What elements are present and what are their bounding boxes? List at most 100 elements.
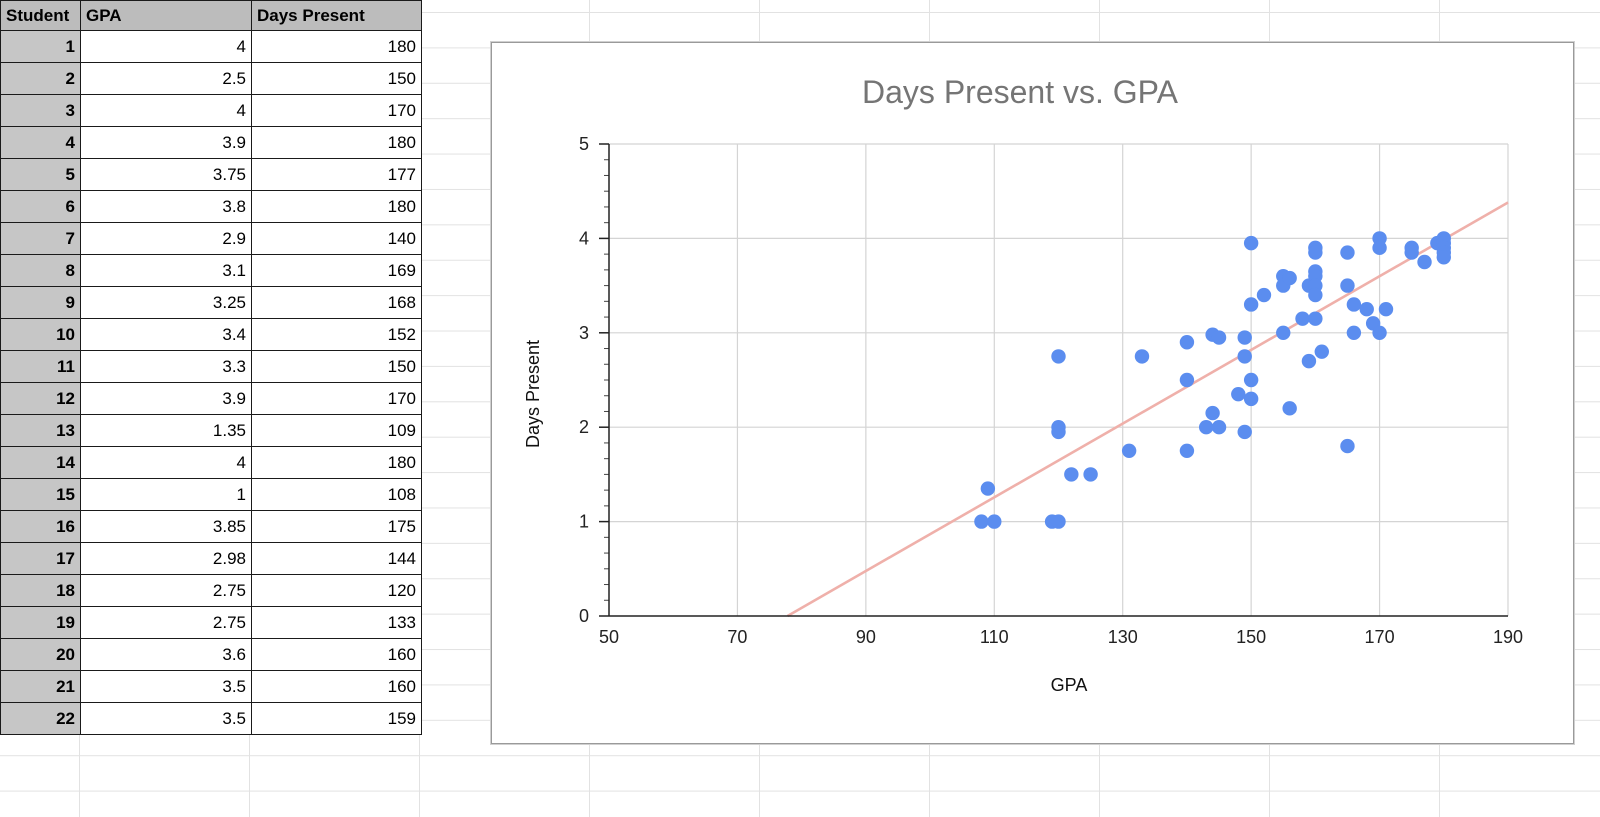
table-row: 10 3.4 152 (0, 318, 422, 351)
y-axis-title: Days Present (523, 340, 543, 448)
row-gpa-cell[interactable]: 3.9 (80, 382, 252, 415)
row-gpa-cell[interactable]: 2.9 (80, 222, 252, 255)
row-days-cell[interactable]: 120 (251, 574, 422, 607)
row-days-cell[interactable]: 108 (251, 478, 422, 511)
row-gpa-cell[interactable]: 4 (80, 94, 252, 127)
data-point (1404, 245, 1419, 260)
row-student-cell[interactable]: 11 (0, 350, 81, 383)
row-gpa-cell[interactable]: 3.75 (80, 158, 252, 191)
data-point (1359, 302, 1374, 317)
row-student-cell[interactable]: 1 (0, 30, 81, 63)
data-point (1282, 270, 1297, 286)
row-student-cell[interactable]: 4 (0, 126, 81, 159)
row-student-cell[interactable]: 5 (0, 158, 81, 191)
row-student-cell[interactable]: 19 (0, 606, 81, 639)
row-gpa-cell[interactable]: 3.5 (80, 670, 252, 703)
row-student-cell[interactable]: 18 (0, 574, 81, 607)
row-gpa-cell[interactable]: 3.5 (80, 702, 252, 735)
row-days-cell[interactable]: 177 (251, 158, 422, 191)
row-gpa-cell[interactable]: 3.1 (80, 254, 252, 287)
row-days-cell[interactable]: 168 (251, 286, 422, 319)
row-student-cell[interactable]: 17 (0, 542, 81, 575)
row-days-cell[interactable]: 180 (251, 446, 422, 479)
row-student-cell[interactable]: 8 (0, 254, 81, 287)
row-gpa-cell[interactable]: 3.3 (80, 350, 252, 383)
row-gpa-cell[interactable]: 3.8 (80, 190, 252, 223)
row-gpa-cell[interactable]: 2.75 (80, 574, 252, 607)
row-days-cell[interactable]: 144 (251, 542, 422, 575)
row-gpa-cell[interactable]: 3.6 (80, 638, 252, 671)
row-days-cell[interactable]: 169 (251, 254, 422, 287)
header-gpa[interactable]: GPA (80, 0, 252, 31)
table-row: 18 2.75 120 (0, 574, 422, 607)
row-student-cell[interactable]: 7 (0, 222, 81, 255)
row-days-cell[interactable]: 170 (251, 382, 422, 415)
row-student-cell[interactable]: 14 (0, 446, 81, 479)
row-days-cell[interactable]: 175 (251, 510, 422, 543)
table-row: 11 3.3 150 (0, 350, 422, 383)
row-days-cell[interactable]: 140 (251, 222, 422, 255)
row-days-cell[interactable]: 133 (251, 606, 422, 639)
x-axis-title: GPA (1051, 675, 1088, 695)
row-student-cell[interactable]: 13 (0, 414, 81, 447)
row-days-cell[interactable]: 160 (251, 670, 422, 703)
data-point (1237, 330, 1252, 345)
row-gpa-cell[interactable]: 2.98 (80, 542, 252, 575)
data-point (1436, 250, 1451, 265)
data-point (1179, 335, 1195, 350)
data-point (974, 514, 989, 529)
row-days-cell[interactable]: 180 (251, 190, 422, 223)
row-days-cell[interactable]: 180 (251, 126, 422, 159)
row-gpa-cell[interactable]: 3.9 (80, 126, 252, 159)
row-days-cell[interactable]: 170 (251, 94, 422, 127)
row-gpa-cell[interactable]: 3.4 (80, 318, 252, 351)
data-point (1121, 443, 1137, 458)
row-gpa-cell[interactable]: 3.25 (80, 286, 252, 319)
row-student-cell[interactable]: 2 (0, 62, 81, 95)
row-days-cell[interactable]: 150 (251, 62, 422, 95)
data-point (1340, 245, 1355, 260)
row-student-cell[interactable]: 15 (0, 478, 81, 511)
header-days-present[interactable]: Days Present (251, 0, 422, 31)
row-days-cell[interactable]: 150 (251, 350, 422, 383)
data-point (1256, 287, 1272, 303)
row-student-cell[interactable]: 6 (0, 190, 81, 223)
row-student-cell[interactable]: 20 (0, 638, 81, 671)
data-point (1243, 297, 1259, 312)
x-tick-label: 110 (980, 627, 1009, 647)
row-days-cell[interactable]: 109 (251, 414, 422, 447)
row-days-cell[interactable]: 180 (251, 30, 422, 63)
data-point (1282, 401, 1297, 416)
data-point (987, 514, 1002, 529)
data-point (1211, 420, 1227, 435)
x-tick-label: 130 (1108, 627, 1138, 647)
row-gpa-cell[interactable]: 3.85 (80, 510, 252, 543)
row-gpa-cell[interactable]: 1.35 (80, 414, 252, 447)
chart-container[interactable]: Days Present vs. GPA 50 70 90 110 130 150 170 1… (491, 42, 1574, 744)
row-gpa-cell[interactable]: 1 (80, 478, 252, 511)
row-student-cell[interactable]: 10 (0, 318, 81, 351)
header-student[interactable]: Student (0, 0, 81, 31)
table-row: 1 4 180 (0, 30, 422, 63)
row-gpa-cell[interactable]: 4 (80, 446, 252, 479)
row-student-cell[interactable]: 16 (0, 510, 81, 543)
row-gpa-cell[interactable]: 4 (80, 30, 252, 63)
row-days-cell[interactable]: 160 (251, 638, 422, 671)
table-row: 4 3.9 180 (0, 126, 422, 159)
table-row: 19 2.75 133 (0, 606, 422, 639)
data-point (1134, 349, 1150, 364)
row-days-cell[interactable]: 152 (251, 318, 422, 351)
row-student-cell[interactable]: 9 (0, 286, 81, 319)
row-gpa-cell[interactable]: 2.5 (80, 62, 252, 95)
table-row: 9 3.25 168 (0, 286, 422, 319)
table-row: 20 3.6 160 (0, 638, 422, 671)
data-point (1301, 353, 1317, 369)
row-days-cell[interactable]: 159 (251, 702, 422, 735)
x-tick-label: 90 (856, 627, 876, 647)
row-gpa-cell[interactable]: 2.75 (80, 606, 252, 639)
row-student-cell[interactable]: 21 (0, 670, 81, 703)
row-student-cell[interactable]: 3 (0, 94, 81, 127)
row-student-cell[interactable]: 22 (0, 702, 81, 735)
data-point (1179, 443, 1195, 458)
row-student-cell[interactable]: 12 (0, 382, 81, 415)
